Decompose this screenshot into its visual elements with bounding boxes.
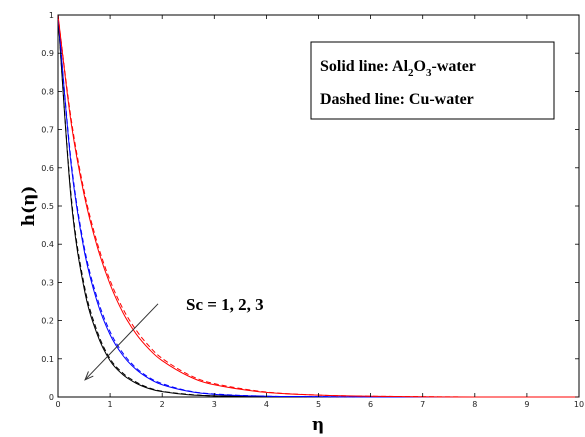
x-tick-label: 3 [212, 400, 217, 409]
y-axis-label: h(η) [19, 186, 39, 227]
legend-solid-mid: O [414, 58, 426, 75]
x-tick-label: 6 [368, 400, 373, 409]
sc-annotation: Sc = 1, 2, 3 [186, 295, 264, 314]
x-tick-label: 10 [574, 400, 584, 409]
series-line-3-solid [57, 14, 579, 398]
legend-box: Solid line: Al2O3-water Dashed line: Cu-… [310, 41, 555, 120]
x-tick-label: 4 [264, 400, 269, 409]
legend-solid-label: Solid line: Al2O3-water [320, 58, 476, 79]
y-tick-label: 0.8 [41, 87, 54, 96]
legend-solid-suffix: -water [431, 58, 475, 75]
x-tick-label: 8 [472, 400, 477, 409]
legend-solid-sub1: 2 [408, 67, 414, 79]
series-line-4-dashed [57, 14, 579, 398]
ticks-layer: 0 1 2 3 4 5 6 7 8 9 1000.10.20.30.40.50.60.70.80.9… [41, 11, 584, 409]
y-tick-label: 0.3 [41, 278, 54, 287]
x-tick-label: 9 [524, 400, 529, 409]
legend-solid-sub2: 3 [426, 67, 432, 79]
y-tick-label: 0.6 [41, 164, 54, 173]
annotation-arrow-head [84, 371, 94, 381]
x-tick-label: 7 [420, 400, 425, 409]
x-tick-label: 0 [55, 400, 60, 409]
annotation-arrow-line [84, 303, 159, 381]
legend-solid-prefix: Solid line: Al [320, 58, 409, 75]
y-tick-label: 0.1 [41, 355, 54, 364]
x-tick-label: 2 [160, 400, 165, 409]
x-tick-label: 1 [108, 400, 113, 409]
legend-frame [310, 41, 555, 120]
y-tick-label: 0.4 [41, 240, 54, 249]
legend-dashed-label: Dashed line: Cu-water [320, 91, 474, 108]
y-tick-label: 0.9 [41, 49, 54, 58]
y-tick-label: 0 [49, 393, 54, 402]
y-tick-label: 0.5 [41, 202, 54, 211]
x-tick-label: 5 [316, 400, 321, 409]
x-axis-label: η [312, 415, 324, 435]
y-tick-label: 1 [49, 11, 54, 20]
y-tick-label: 0.7 [41, 126, 54, 135]
y-tick-label: 0.2 [41, 317, 54, 326]
annotation-arrow-layer [84, 303, 159, 381]
